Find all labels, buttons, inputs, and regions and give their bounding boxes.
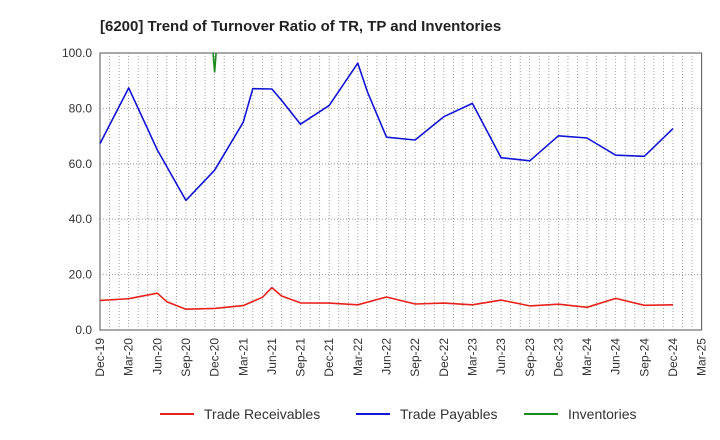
x-tick-label: Mar-20 [122,338,136,376]
x-tick-label: Dec-20 [208,338,222,377]
plot-border [99,52,703,331]
x-tick-label: Mar-23 [465,338,479,376]
x-tick-label: Jun-21 [265,338,279,375]
x-tick-label: Sep-21 [294,338,308,377]
legend-label: Trade Payables [400,406,498,422]
y-tick-label: 0.0 [75,323,92,337]
x-tick-label: Mar-25 [695,338,709,376]
y-tick-label: 80.0 [69,101,93,115]
y-tick-label: 60.0 [69,157,93,171]
x-tick-label: Jun-22 [380,338,394,375]
series-line-inventories [212,52,217,73]
x-axis: Dec-19 Mar-20 Jun-20 Sep-20 Dec-20 Mar-21 Jun-… [93,338,709,377]
x-tick-label: Mar-24 [580,338,594,376]
series-line-trade-payables [99,62,674,202]
legend: Trade Receivables Trade Payables Inventori… [160,406,636,422]
x-tick-label: Mar-21 [236,338,250,376]
x-tick-label: Dec-23 [551,338,565,377]
x-tick-label: Jun-20 [150,338,164,375]
x-tick-label: Jun-24 [609,338,623,375]
y-tick-label: 20.0 [69,268,93,282]
x-tick-label: Dec-22 [437,338,451,377]
x-tick-label: Sep-20 [179,338,193,377]
series-line-trade-receivables [99,286,674,310]
y-tick-label: 40.0 [69,212,93,226]
plot-area [99,52,703,331]
x-tick-label: Dec-24 [666,338,680,377]
x-tick-label: Dec-21 [322,338,336,377]
y-tick-label: 100.0 [62,46,92,60]
legend-label: Inventories [568,406,636,422]
x-tick-label: Sep-24 [637,338,651,377]
y-axis: 0.0 20.0 40.0 60.0 80.0 100.0 [62,46,92,337]
x-tick-label: Sep-22 [408,338,422,377]
legend-label: Trade Receivables [204,406,320,422]
x-tick-label: Mar-22 [351,338,365,376]
x-tick-label: Dec-19 [93,338,107,377]
x-tick-label: Jun-23 [494,338,508,375]
series-lines [99,52,674,310]
chart-title: [6200] Trend of Turnover Ratio of TR, TP… [100,18,501,35]
x-tick-label: Sep-23 [523,338,537,377]
